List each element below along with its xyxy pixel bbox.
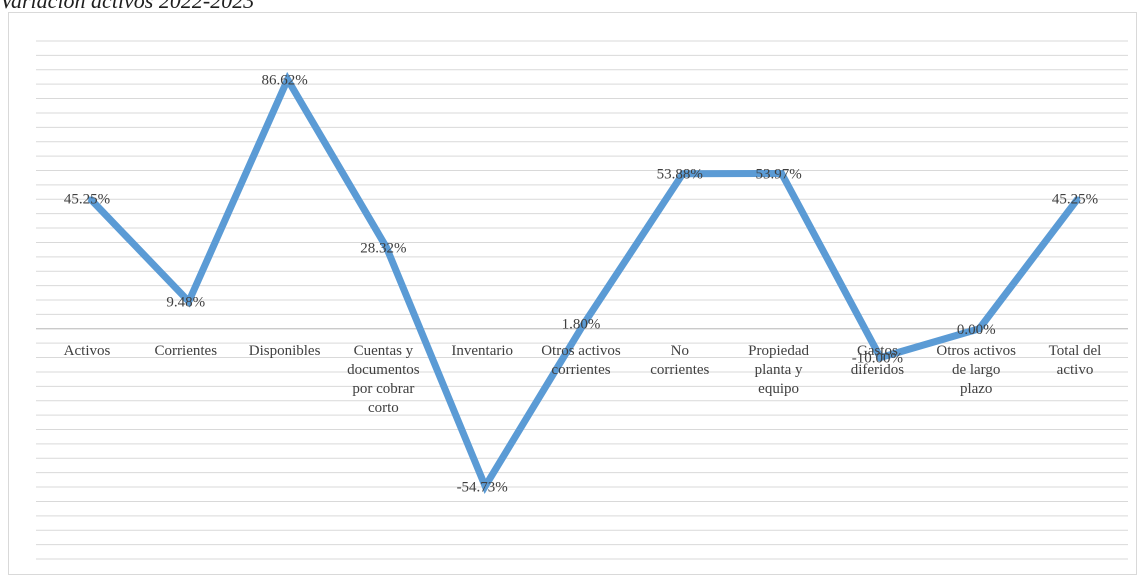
category-label-line: de largo <box>952 362 1000 378</box>
category-label-line: Otros activos <box>936 343 1016 359</box>
data-label: 1.80% <box>562 317 601 333</box>
category-label-line: Activos <box>64 343 111 359</box>
chart-title: Variación activos 2022-2023 <box>0 0 255 13</box>
category-label-line: Total del <box>1049 343 1102 359</box>
category-label-line: Corrientes <box>155 343 218 359</box>
category-label-line: equipo <box>758 381 799 397</box>
data-label: 45.25% <box>1052 192 1098 208</box>
chart-frame <box>8 12 1137 575</box>
category-label: Cuentas y documentos por cobrar corto <box>347 343 420 416</box>
data-label: 86.62% <box>261 73 307 89</box>
data-point <box>582 321 586 326</box>
category-label: Inventario <box>451 343 513 359</box>
data-point <box>483 484 488 489</box>
category-labels: Activos Corrientes Disponibles Cuentas y doc… <box>64 343 1102 416</box>
category-label-line: Inventario <box>451 343 513 359</box>
category-label-line: Cuentas y <box>354 343 414 359</box>
data-label: 9.48% <box>166 294 205 310</box>
data-point <box>1076 196 1080 201</box>
data-point <box>878 355 883 360</box>
category-label: Propiedad planta y equipo <box>748 343 809 397</box>
category-label-line: planta y <box>755 362 803 378</box>
category-label: Corrientes <box>155 343 218 359</box>
category-label: Gastos diferidos <box>851 343 904 378</box>
category-label: Otros activos corrientes <box>541 343 621 378</box>
category-label-line: Gastos <box>857 343 898 359</box>
data-labels: 45.25% 9.48% 86.62% 28.32% -54.73% 1.80% 53.88… <box>64 73 1098 496</box>
series-polyline <box>87 71 1081 495</box>
data-label: -10.00% <box>852 351 903 367</box>
category-label-line: diferidos <box>851 362 904 378</box>
category-label-line: Propiedad <box>748 343 809 359</box>
series-line <box>87 71 1081 495</box>
category-label-line: Disponibles <box>249 343 321 359</box>
data-label: -54.73% <box>457 479 508 495</box>
category-label-line: por cobrar <box>352 381 414 397</box>
data-point <box>779 171 784 176</box>
category-label: Otros activos de largo plazo <box>936 343 1016 397</box>
data-label: 28.32% <box>360 240 406 256</box>
category-label-line: documentos <box>347 362 420 378</box>
data-label: 45.25% <box>64 192 110 208</box>
data-label: 53.88% <box>657 167 703 183</box>
data-label: 53.97% <box>755 166 801 182</box>
data-point <box>680 171 685 176</box>
category-label-line: corto <box>368 400 399 416</box>
data-point <box>384 245 389 250</box>
data-point <box>88 196 92 201</box>
category-label: Activos <box>64 343 111 359</box>
category-label-line: corrientes <box>650 362 709 378</box>
data-point <box>285 77 290 82</box>
data-point <box>186 299 191 304</box>
gridlines <box>36 40 1128 560</box>
category-label-line: activo <box>1057 362 1094 378</box>
data-label: 0.00% <box>957 322 996 338</box>
category-label: Total del activo <box>1049 343 1102 378</box>
category-label-line: corrientes <box>551 362 610 378</box>
category-label: Disponibles <box>249 343 321 359</box>
data-point <box>977 326 982 331</box>
category-label-line: plazo <box>960 381 992 397</box>
category-label-line: Otros activos <box>541 343 621 359</box>
category-label: No corrientes <box>650 343 709 378</box>
category-label-line: No <box>671 343 689 359</box>
